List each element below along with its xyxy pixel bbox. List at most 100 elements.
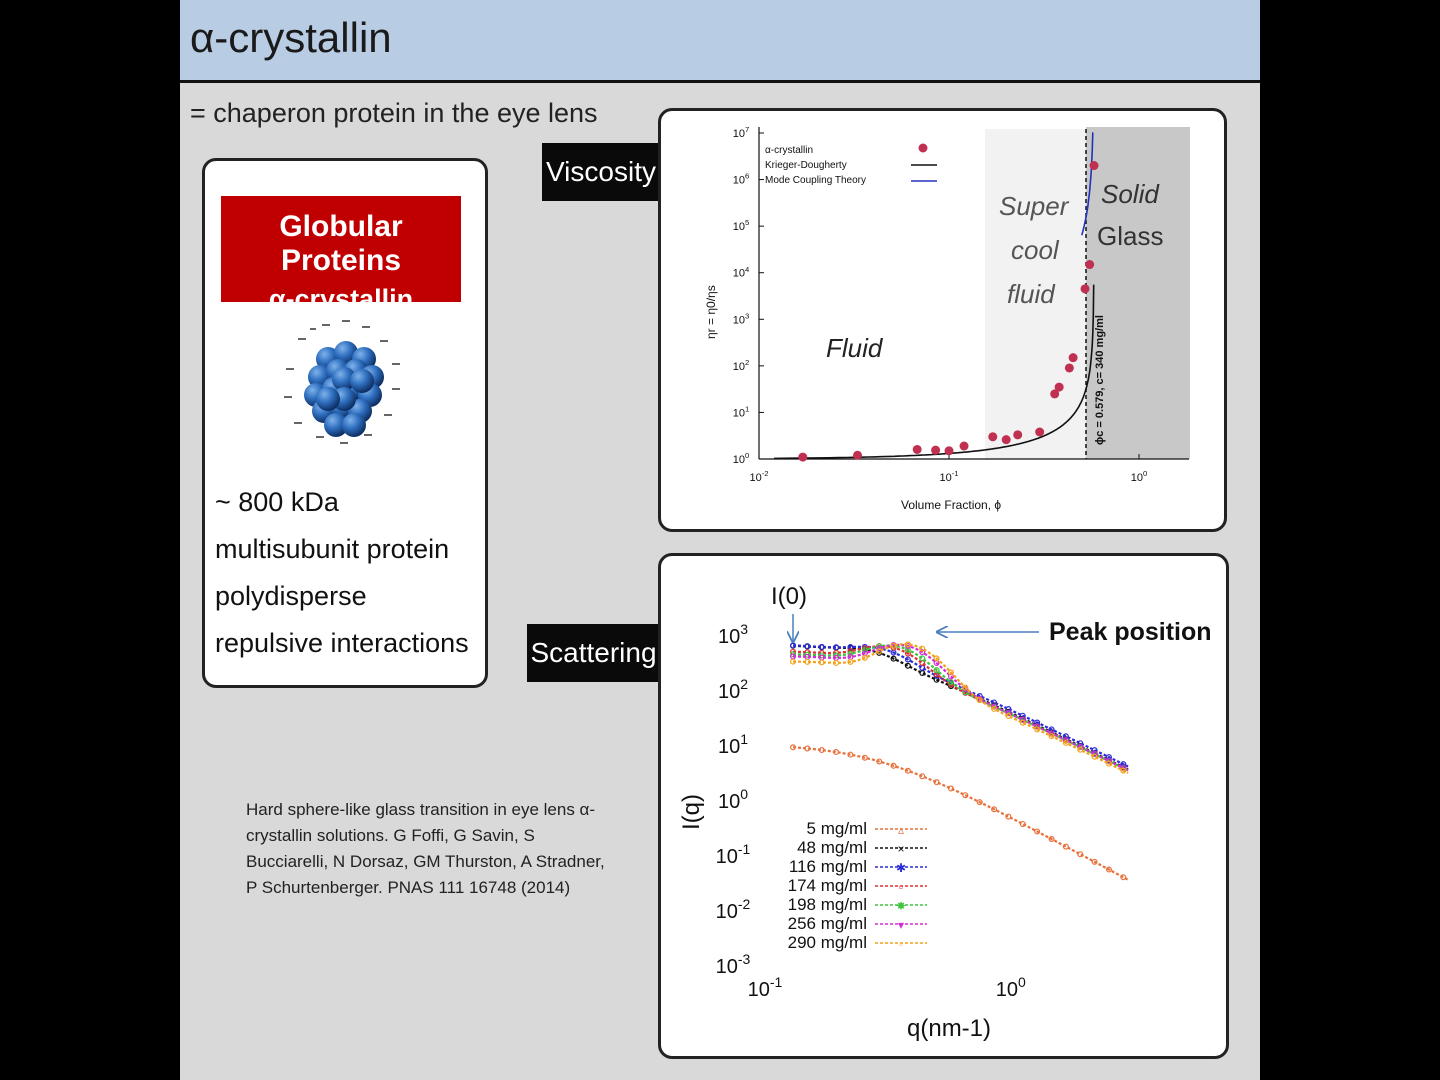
subunit-sphere [350, 369, 374, 393]
legend-label: 256 mg/ml [788, 914, 867, 933]
legend-label-kd: Krieger-Dougherty [765, 160, 847, 171]
x-tick-label: 10-1 [939, 469, 958, 484]
region-label-solid: Solid [1101, 179, 1160, 209]
legend-label: 48 mg/ml [797, 838, 867, 857]
series-marker [818, 643, 825, 650]
super-cool-region [985, 129, 1086, 459]
series-marker [976, 697, 983, 704]
series-marker [1077, 851, 1084, 858]
series-marker [833, 659, 840, 666]
series-marker [833, 644, 840, 651]
series-marker [1019, 719, 1026, 726]
series-marker [904, 767, 911, 774]
region-label-glass: Glass [1097, 221, 1163, 251]
data-point [1089, 161, 1099, 171]
series-line [792, 645, 1129, 772]
data-point [798, 452, 808, 462]
series-line [792, 746, 1129, 881]
series-marker [1034, 726, 1041, 733]
series-marker [1005, 713, 1012, 720]
series-marker [904, 662, 911, 669]
series-marker [904, 641, 911, 648]
y-tick-label: 106 [733, 172, 750, 187]
protein-cluster-illustration [284, 320, 400, 444]
subunit-sphere [324, 413, 348, 437]
series-marker [976, 799, 983, 806]
x-axis-label: q(nm-1) [907, 1015, 991, 1042]
phi-c-annotation: ϕc = 0.579, c= 340 mg/ml [1094, 315, 1106, 445]
protein-info-box: Globular Proteins α-crystallin ~ 800 [202, 158, 488, 688]
series-marker [1120, 761, 1127, 768]
scattering-chart: 10-3 10-2 10-1 100 101 102 103 10-1 100 I(0) Pea… [678, 583, 1212, 1042]
legend-marker: ▵ [898, 823, 904, 837]
subunit-sphere [332, 367, 356, 391]
series-marker [1105, 866, 1112, 873]
slide-subtitle: = chaperon protein in the eye lens [190, 98, 598, 128]
series-marker [947, 669, 954, 676]
y-tick-label: 100 [733, 451, 750, 466]
series-marker [1077, 740, 1084, 747]
series-marker [1005, 813, 1012, 820]
data-point [1001, 435, 1011, 445]
series-marker [818, 659, 825, 666]
series-marker [919, 655, 926, 662]
legend-marker: ▾ [898, 918, 904, 932]
series-line [792, 644, 1129, 768]
viscosity-chart: Fluid Super cool fluid Solid Glass ϕc = … [704, 125, 1190, 512]
x-tick-label: 100 [996, 974, 1026, 1001]
viscosity-chart-panel: Fluid Super cool fluid Solid Glass ϕc = … [658, 108, 1227, 532]
heading-globular-proteins: Globular Proteins [279, 210, 403, 277]
series-marker [962, 684, 969, 691]
data-point [1013, 430, 1023, 440]
series-marker [904, 656, 911, 663]
series-marker [1077, 746, 1084, 753]
series-marker [1005, 706, 1012, 713]
series-marker [1034, 828, 1041, 835]
series-marker [947, 679, 954, 686]
series-marker [919, 773, 926, 780]
krieger-dougherty-curve [773, 284, 1095, 460]
series-marker [833, 749, 840, 756]
y-axis-label: I(q) [678, 794, 705, 830]
x-axis-label: Volume Fraction, ϕ [901, 498, 1001, 512]
y-tick-label: 103 [733, 311, 750, 326]
legend-marker: × [897, 842, 904, 856]
y-tick-label: 101 [718, 731, 748, 758]
series-marker [1048, 733, 1055, 740]
region-label-cool: cool [1011, 235, 1060, 265]
series-marker [933, 779, 940, 786]
data-point [853, 450, 863, 460]
series-marker [991, 806, 998, 813]
series-marker [876, 645, 883, 652]
y-tick-label: 100 [718, 786, 748, 813]
series-marker [1105, 760, 1112, 767]
series-marker [790, 658, 797, 665]
y-tick-label: 102 [733, 358, 750, 373]
annotation-i0: I(0) [771, 583, 807, 610]
y-tick-label: 103 [718, 621, 748, 648]
series-marker [876, 648, 883, 655]
legend-marker: ✱ [896, 861, 906, 875]
legend-label: 174 mg/ml [788, 876, 867, 895]
series-marker [804, 643, 811, 650]
y-tick-label: 101 [733, 404, 750, 419]
y-axis-label: ηr = η0/ηs [704, 285, 718, 339]
data-point [1050, 389, 1060, 399]
series-marker [1105, 757, 1112, 764]
legend-label: 198 mg/ml [788, 895, 867, 914]
series-marker [1062, 739, 1069, 746]
y-tick-label: 102 [718, 676, 748, 703]
series-marker [1034, 719, 1041, 726]
series-marker [847, 751, 854, 758]
legend-marker: ▫ [899, 880, 903, 894]
x-tick-label: 10-2 [749, 469, 768, 484]
series-marker [890, 642, 897, 649]
heading-alpha-crystallin: α-crystallin [268, 284, 414, 314]
series-marker [991, 705, 998, 712]
series-marker [919, 645, 926, 652]
data-point [988, 432, 998, 442]
series-marker [833, 652, 840, 659]
series-marker [1048, 726, 1055, 733]
series-marker [933, 676, 940, 683]
series-marker [1091, 750, 1098, 757]
